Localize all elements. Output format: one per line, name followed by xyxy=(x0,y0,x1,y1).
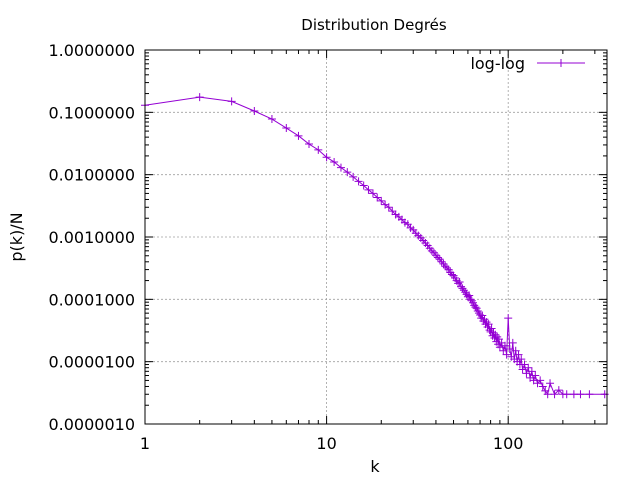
data-point xyxy=(388,207,397,216)
legend-marker xyxy=(557,59,565,67)
data-point xyxy=(502,350,511,359)
data-point xyxy=(562,390,571,399)
data-point xyxy=(517,355,526,364)
data-point xyxy=(282,124,291,133)
data-point xyxy=(442,263,451,272)
data-point xyxy=(479,316,488,325)
data-point xyxy=(600,390,609,399)
data-point xyxy=(546,379,555,388)
data-point xyxy=(446,268,455,277)
data-point xyxy=(524,363,533,372)
data-point xyxy=(522,369,531,378)
data-point xyxy=(343,168,352,177)
data-point xyxy=(491,330,500,339)
data-point xyxy=(455,277,464,286)
data-point xyxy=(330,157,339,166)
data-point xyxy=(384,203,393,212)
x-tick-label: 100 xyxy=(493,434,524,453)
data-point xyxy=(527,367,536,376)
data-point xyxy=(484,320,493,329)
data-point xyxy=(336,163,345,172)
x-axis-ticks: 1 10 100 xyxy=(140,50,596,453)
data-point xyxy=(267,115,276,124)
data-point xyxy=(505,344,514,353)
data-point xyxy=(518,365,527,374)
plot-frame xyxy=(144,49,608,425)
chart-title: Distribution Degrés xyxy=(301,16,447,34)
data-point xyxy=(377,196,386,205)
series-line xyxy=(144,96,605,396)
data-point xyxy=(504,314,513,323)
data-point xyxy=(514,350,523,359)
series-layer xyxy=(141,93,609,399)
data-point xyxy=(437,257,446,266)
data-point xyxy=(499,346,508,355)
data-point xyxy=(195,93,204,102)
data-point xyxy=(314,145,323,154)
data-point xyxy=(354,177,363,186)
data-point xyxy=(520,360,529,369)
data-point xyxy=(550,390,559,399)
data-point xyxy=(459,286,468,295)
data-point xyxy=(433,253,442,262)
data-point xyxy=(227,97,236,106)
x-axis-title: k xyxy=(370,457,380,476)
data-point xyxy=(305,140,313,149)
data-point xyxy=(508,338,517,347)
data-point xyxy=(495,343,504,352)
x-tick-label: 1 xyxy=(140,434,150,453)
data-point xyxy=(543,390,552,399)
grid xyxy=(145,50,607,424)
data-point xyxy=(538,382,547,391)
y-tick-label: 0.0001000 xyxy=(48,290,135,309)
data-point xyxy=(554,386,563,395)
data-point xyxy=(467,296,476,305)
data-point xyxy=(349,172,358,181)
data-point xyxy=(531,371,540,380)
y-tick-label: 0.0010000 xyxy=(48,228,135,247)
data-point xyxy=(441,262,450,271)
data-point xyxy=(294,131,303,140)
data-point xyxy=(364,185,373,194)
data-point xyxy=(489,328,498,337)
y-tick-label: 0.0000010 xyxy=(48,415,135,434)
y-tick-label: 0.0000100 xyxy=(48,353,135,372)
y-axis-title: p(k)/N xyxy=(7,212,26,261)
data-point xyxy=(536,376,545,385)
data-point xyxy=(576,390,585,399)
data-point xyxy=(322,153,331,162)
data-point xyxy=(482,318,491,327)
y-tick-label: 0.1000000 xyxy=(48,103,135,122)
data-point xyxy=(250,107,259,116)
y-axis-ticks: 0.0000010 0.0000100 0.0001000 0.0010000 0.01… xyxy=(48,41,607,434)
data-point xyxy=(368,189,377,198)
data-point xyxy=(478,311,487,320)
legend-label: log-log xyxy=(470,54,525,73)
legend: log-log xyxy=(470,54,585,73)
data-point xyxy=(465,291,474,300)
data-point xyxy=(427,246,436,255)
data-point xyxy=(359,181,368,190)
data-point xyxy=(373,193,382,202)
data-point xyxy=(487,324,496,333)
data-point xyxy=(500,341,509,350)
data-point xyxy=(585,390,594,399)
x-tick-label: 10 xyxy=(316,434,336,453)
y-tick-label: 0.0100000 xyxy=(48,166,135,185)
y-tick-label: 1.0000000 xyxy=(48,41,135,60)
